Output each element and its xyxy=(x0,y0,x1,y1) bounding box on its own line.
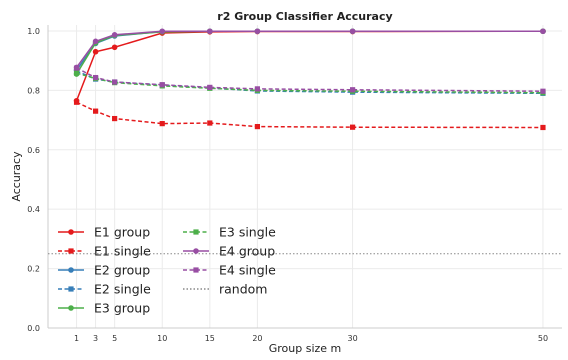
legend-marker xyxy=(68,305,74,311)
legend-label: E1 group xyxy=(94,225,150,240)
data-point xyxy=(540,88,546,94)
y-axis-title: Accuracy xyxy=(10,151,23,202)
legend-label: E2 single xyxy=(94,282,151,297)
legend-marker xyxy=(68,248,74,254)
x-tick-label: 20 xyxy=(252,334,262,343)
data-point xyxy=(349,28,356,35)
data-point xyxy=(540,124,546,131)
y-tick-label: 0.4 xyxy=(27,205,40,214)
data-point xyxy=(73,99,80,105)
data-point xyxy=(254,123,261,130)
data-point xyxy=(254,86,261,92)
data-point xyxy=(207,120,213,126)
data-point xyxy=(207,84,213,90)
data-point xyxy=(73,65,80,71)
data-point xyxy=(92,38,99,45)
legend-label: E1 single xyxy=(94,244,151,259)
data-point xyxy=(111,44,118,51)
legend-marker xyxy=(68,267,74,273)
legend-label: E4 group xyxy=(219,244,275,259)
data-point xyxy=(92,108,99,114)
legend-label: random xyxy=(219,282,267,297)
chart-title: r2 Group Classifier Accuracy xyxy=(217,10,392,23)
y-tick-label: 1.0 xyxy=(27,27,40,36)
series-line-e1-single xyxy=(76,101,543,129)
legend-marker xyxy=(68,286,74,292)
legend-label: E4 single xyxy=(219,263,276,278)
legend-marker xyxy=(68,229,74,235)
data-point xyxy=(73,70,80,76)
data-point xyxy=(207,28,213,35)
legend-marker xyxy=(193,267,199,273)
data-point xyxy=(112,115,118,122)
x-tick-label: 5 xyxy=(112,334,117,343)
x-tick-label: 30 xyxy=(347,334,357,343)
data-point xyxy=(349,124,356,130)
data-point xyxy=(92,74,99,81)
y-tick-label: 0.0 xyxy=(27,324,40,333)
series-line-e4-single xyxy=(76,67,543,92)
data-point xyxy=(349,87,356,93)
data-point xyxy=(540,28,546,35)
data-point xyxy=(111,32,118,38)
data-point xyxy=(159,82,165,88)
y-tick-label: 0.2 xyxy=(27,265,40,274)
legend-marker xyxy=(193,248,199,254)
x-tick-label: 10 xyxy=(157,334,167,343)
series-line-e4-group xyxy=(75,30,543,68)
data-point xyxy=(159,121,165,127)
x-axis-title: Group size m xyxy=(269,342,342,355)
legend-marker xyxy=(193,229,199,235)
plot-background xyxy=(48,25,562,328)
series-line-e3-single xyxy=(76,72,543,94)
x-tick-label: 3 xyxy=(93,334,98,343)
y-tick-label: 0.8 xyxy=(27,86,40,95)
data-point xyxy=(92,48,99,55)
data-point xyxy=(254,28,261,35)
x-tick-label: 1 xyxy=(74,334,79,343)
x-tick-label: 50 xyxy=(538,334,548,343)
y-tick-label: 0.6 xyxy=(27,146,40,155)
legend-label: E3 group xyxy=(94,301,150,316)
x-tick-label: 15 xyxy=(205,334,215,343)
data-point xyxy=(112,79,118,85)
legend-label: E2 group xyxy=(94,263,150,278)
data-point xyxy=(159,28,166,35)
legend-label: E3 single xyxy=(219,225,276,240)
